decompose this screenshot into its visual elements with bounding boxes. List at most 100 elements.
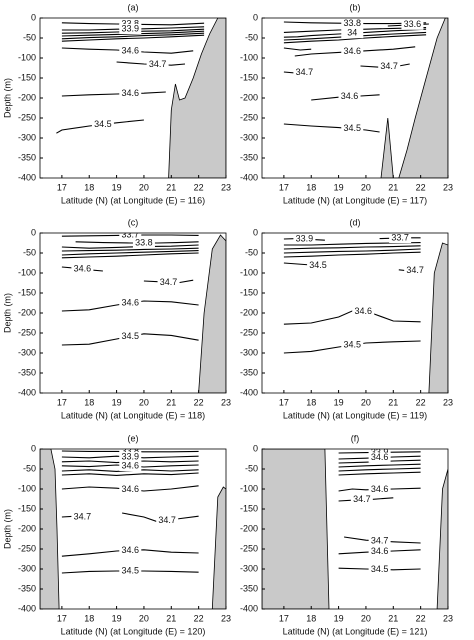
contour-label: 34.5: [343, 339, 361, 349]
contour-line: [283, 248, 421, 254]
x-tick-label: 18: [306, 397, 316, 407]
label-bg: [341, 340, 364, 350]
topography: [40, 449, 60, 609]
contour-label: 34.5: [121, 565, 139, 575]
contour-line: [61, 247, 199, 252]
x-tick-label: 23: [443, 613, 453, 623]
label-bg: [368, 452, 391, 463]
label-bg: [293, 234, 316, 244]
label-bg: [338, 91, 361, 102]
y-tick-label: -50: [245, 32, 258, 42]
contour-label: 34.7: [296, 67, 314, 77]
y-tick-label: -400: [18, 172, 36, 182]
contour-line: [283, 28, 427, 38]
panel-title: (a): [128, 2, 139, 12]
contour-label: 34.7: [380, 61, 398, 71]
y-tick-label: -350: [240, 367, 258, 377]
x-tick-label: 23: [443, 397, 453, 407]
label-bg: [119, 233, 142, 241]
label-bg: [119, 24, 142, 34]
y-axis-label: Depth (m): [2, 78, 12, 118]
topography: [428, 242, 448, 393]
label-bg: [119, 331, 142, 342]
contour-label: 33.7: [121, 230, 139, 240]
contour-label: 34.6: [121, 88, 139, 98]
x-tick-label: 22: [416, 613, 426, 623]
y-tick-label: -50: [245, 463, 258, 473]
topography: [262, 449, 330, 609]
label-bg: [341, 123, 364, 134]
label-bg: [368, 536, 391, 546]
label-bg: [368, 546, 391, 557]
contour-label: 34.5: [309, 260, 327, 270]
y-tick-label: -100: [240, 483, 258, 493]
x-tick-label: 19: [112, 613, 122, 623]
x-tick-label: 23: [221, 397, 231, 407]
panel-title: (d): [350, 217, 361, 227]
label-bg: [404, 265, 427, 276]
contour-line: [283, 123, 380, 133]
y-tick-label: 0: [253, 12, 258, 22]
x-tick-label: 17: [57, 613, 67, 623]
contour-label: 33.8: [135, 237, 153, 247]
contour-label: 34.6: [341, 91, 359, 101]
contour-label: 34.6: [74, 263, 92, 273]
contour-label: 34.7: [160, 277, 178, 287]
y-tick-label: -200: [18, 92, 36, 102]
contour-line: [61, 244, 199, 249]
topography: [168, 18, 226, 178]
label-bg: [307, 260, 330, 271]
x-tick-label: 20: [361, 613, 371, 623]
topography: [436, 468, 448, 609]
x-tick-label: 20: [139, 182, 149, 192]
contour-line: [283, 245, 421, 250]
contour-label: 34.6: [371, 452, 389, 462]
contour-label: 34.6: [121, 460, 139, 470]
x-tick-label: 18: [306, 613, 316, 623]
x-axis-label: Latitude (N) (at Longitude (E) = 121): [283, 626, 428, 636]
contour-label: 34.7: [74, 511, 92, 521]
label-bg: [146, 59, 169, 70]
y-axis-label: Depth (m): [2, 509, 12, 549]
x-tick-label: 22: [416, 182, 426, 192]
x-tick-label: 20: [139, 397, 149, 407]
x-tick-label: 19: [112, 397, 122, 407]
plot-area: 33.8 33.6 34 34.6 34.7 34.7 34.6 34.5: [283, 18, 448, 178]
y-tick-label: 0: [253, 443, 258, 453]
contour-label: 34.7: [158, 515, 176, 525]
y-tick-label: -50: [23, 32, 36, 42]
label-bg: [132, 238, 155, 248]
x-tick-label: 18: [84, 613, 94, 623]
y-tick-label: -200: [18, 307, 36, 317]
label-bg: [341, 28, 364, 39]
contour-label: 33.9: [121, 451, 139, 461]
y-tick-label: -300: [18, 563, 36, 573]
label-bg: [368, 564, 391, 575]
contour-line: [338, 463, 421, 468]
contour-line: [61, 472, 199, 476]
contour-line: [338, 487, 421, 492]
contour-label: 34.6: [121, 545, 139, 555]
label-bg: [293, 67, 316, 78]
label-bg: [157, 277, 180, 288]
contour-label: 33.8: [121, 19, 139, 29]
contour-label: 34.7: [353, 494, 371, 504]
label-bg: [378, 61, 401, 72]
x-tick-label: 21: [388, 397, 398, 407]
y-tick-label: -300: [240, 347, 258, 357]
panel-title: (e): [128, 433, 139, 443]
x-tick-label: 20: [361, 182, 371, 192]
y-tick-label: -100: [240, 52, 258, 62]
y-tick-label: -200: [240, 307, 258, 317]
contour-label: 33.6: [404, 19, 422, 29]
y-tick-label: -150: [240, 72, 258, 82]
contour-line: [56, 119, 144, 134]
label-bg: [119, 452, 142, 462]
y-tick-label: -250: [18, 543, 36, 553]
contour-line: [283, 251, 421, 258]
x-axis-label: Latitude (N) (at Longitude (E) = 118): [61, 410, 205, 420]
y-tick-label: -100: [18, 267, 36, 277]
contour-label: 34.6: [121, 297, 139, 307]
y-tick-label: -200: [240, 92, 258, 102]
contour-label: 33.9: [296, 233, 314, 243]
